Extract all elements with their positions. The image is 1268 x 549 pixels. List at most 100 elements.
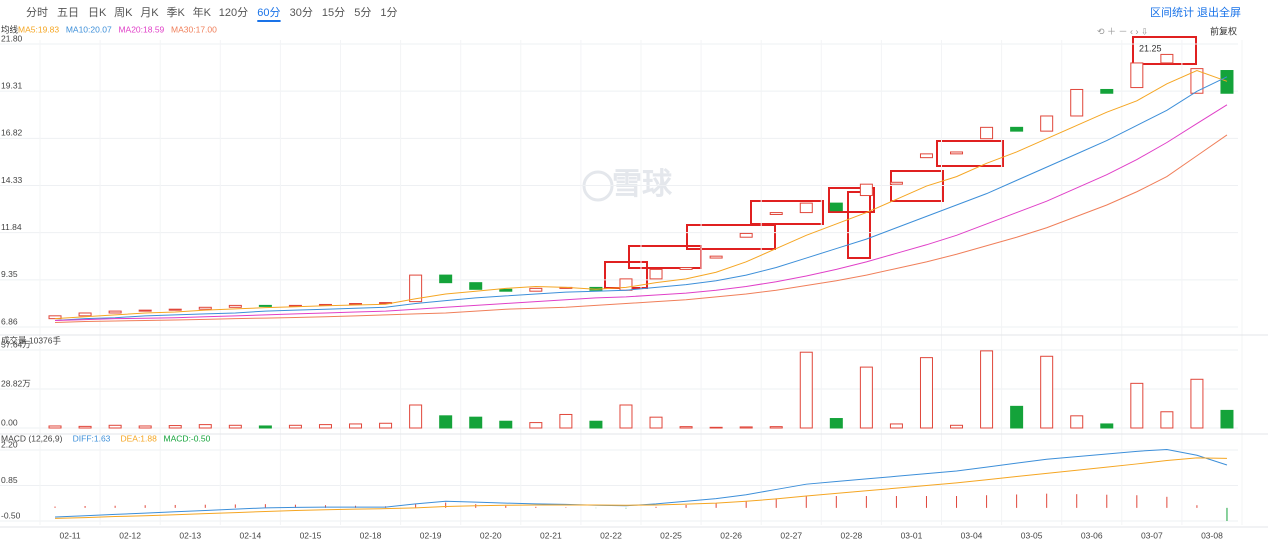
period-tab[interactable]: 15分 xyxy=(322,6,345,19)
volume-bar xyxy=(379,422,393,429)
volume-bar xyxy=(559,413,573,429)
candle xyxy=(889,181,903,185)
volume-bar xyxy=(679,426,693,429)
ma-line xyxy=(54,69,1228,320)
volume-bar xyxy=(529,422,543,429)
volume-bar xyxy=(619,404,633,429)
y-tick-label: 28.82万 xyxy=(1,378,31,388)
volume-bar xyxy=(439,415,453,429)
x-tick-label: 02-27 xyxy=(780,530,802,540)
volume-bar xyxy=(258,425,272,429)
x-tick-label: 02-20 xyxy=(480,530,502,540)
x-tick-label: 02-26 xyxy=(720,530,742,540)
candle xyxy=(78,312,92,317)
x-tick-label: 02-22 xyxy=(600,530,622,540)
volume-bar xyxy=(980,350,994,429)
period-tab[interactable]: 60分 xyxy=(257,6,280,19)
period-tab[interactable]: 五日 xyxy=(57,7,79,19)
y-tick-label: 21.80 xyxy=(1,33,23,43)
candle xyxy=(439,274,453,284)
y-tick-label: 14.33 xyxy=(1,175,23,185)
candle xyxy=(1130,62,1144,89)
panel-title: 成交量 10376手 xyxy=(1,335,61,345)
candle xyxy=(1040,115,1054,132)
x-tick-label: 02-13 xyxy=(179,530,201,540)
volume-bar xyxy=(469,416,483,429)
tool-icons[interactable]: ⟲ ＋ － ‹ › ⇩ xyxy=(1097,26,1149,36)
legend-entry: MACD:-0.50 xyxy=(164,433,211,443)
x-tick-label: 03-08 xyxy=(1201,530,1223,540)
candle xyxy=(859,183,873,197)
y-tick-label: 57.64万 xyxy=(1,339,31,349)
period-tab[interactable]: 年K xyxy=(193,5,212,19)
y-tick-label: 0.00 xyxy=(1,417,18,427)
x-tick-label: 03-06 xyxy=(1081,530,1103,540)
x-tick-label: 03-07 xyxy=(1141,530,1163,540)
volume-bar xyxy=(288,424,302,429)
candle xyxy=(138,309,152,312)
volume-bar xyxy=(48,425,62,429)
volume-bar xyxy=(78,425,92,429)
volume-bar xyxy=(499,420,513,429)
candle xyxy=(1100,88,1114,94)
candle xyxy=(1070,88,1084,117)
period-tab[interactable]: 季K xyxy=(166,6,185,19)
ma-label: 均线 xyxy=(1,24,19,34)
legend-entry: DIFF:1.63 xyxy=(73,433,111,443)
candle xyxy=(108,310,122,314)
y-tick-label: 9.35 xyxy=(1,269,18,279)
candle xyxy=(349,303,363,306)
volume-bar xyxy=(889,423,903,429)
period-tab[interactable]: 30分 xyxy=(290,6,313,19)
x-tick-label: 02-12 xyxy=(119,530,141,540)
candle xyxy=(409,274,423,303)
volume-bar xyxy=(950,424,964,429)
candle xyxy=(198,306,212,310)
volume-bar xyxy=(198,424,212,429)
volume-bar xyxy=(138,425,152,429)
period-tab[interactable]: 120分 xyxy=(219,6,248,19)
candle xyxy=(168,308,182,311)
candle xyxy=(980,126,994,140)
x-tick-label: 02-28 xyxy=(840,530,862,540)
legend-entry: DEA:1.88 xyxy=(120,433,157,443)
period-tab[interactable]: 分时 xyxy=(26,6,48,19)
candle xyxy=(679,267,693,270)
legend-entry: MA5:19.83 xyxy=(18,24,59,34)
candle xyxy=(919,153,933,159)
candle xyxy=(739,232,753,238)
volume-bar xyxy=(859,366,873,429)
candle xyxy=(1220,70,1234,94)
right-link[interactable]: 区间统计 xyxy=(1150,6,1194,19)
period-tab[interactable]: 日K xyxy=(88,7,107,19)
adjust-label[interactable]: 前复权 xyxy=(1210,25,1237,36)
period-tab[interactable]: 1分 xyxy=(380,6,397,19)
period-tab[interactable]: 月K xyxy=(140,7,159,19)
legend-entry: MA10:20.07 xyxy=(66,24,112,34)
ma-line xyxy=(55,134,1228,323)
volume-bar xyxy=(1070,415,1084,429)
volume-bar xyxy=(1130,382,1144,429)
candle xyxy=(649,268,663,280)
volume-bar xyxy=(1010,405,1024,429)
ma-line xyxy=(55,104,1228,322)
x-tick-label: 02-14 xyxy=(239,530,261,540)
x-tick-label: 02-18 xyxy=(360,530,382,540)
y-tick-label: 0.85 xyxy=(1,475,18,485)
candle xyxy=(1190,68,1204,94)
legend-entry: MA20:18.59 xyxy=(118,24,164,34)
period-tab[interactable]: 5分 xyxy=(354,6,371,19)
y-tick-label: 19.31 xyxy=(1,80,23,90)
right-link[interactable]: 退出全屏 xyxy=(1197,5,1241,19)
period-tab[interactable]: 周K xyxy=(114,6,133,19)
macd-line xyxy=(55,457,1227,519)
candle xyxy=(829,202,843,212)
volume-bar xyxy=(108,424,122,429)
volume-bar xyxy=(1220,409,1234,429)
volume-bar xyxy=(1040,355,1054,429)
x-tick-label: 03-04 xyxy=(961,530,983,540)
volume-bar xyxy=(799,351,813,429)
ma-line xyxy=(54,76,1228,322)
